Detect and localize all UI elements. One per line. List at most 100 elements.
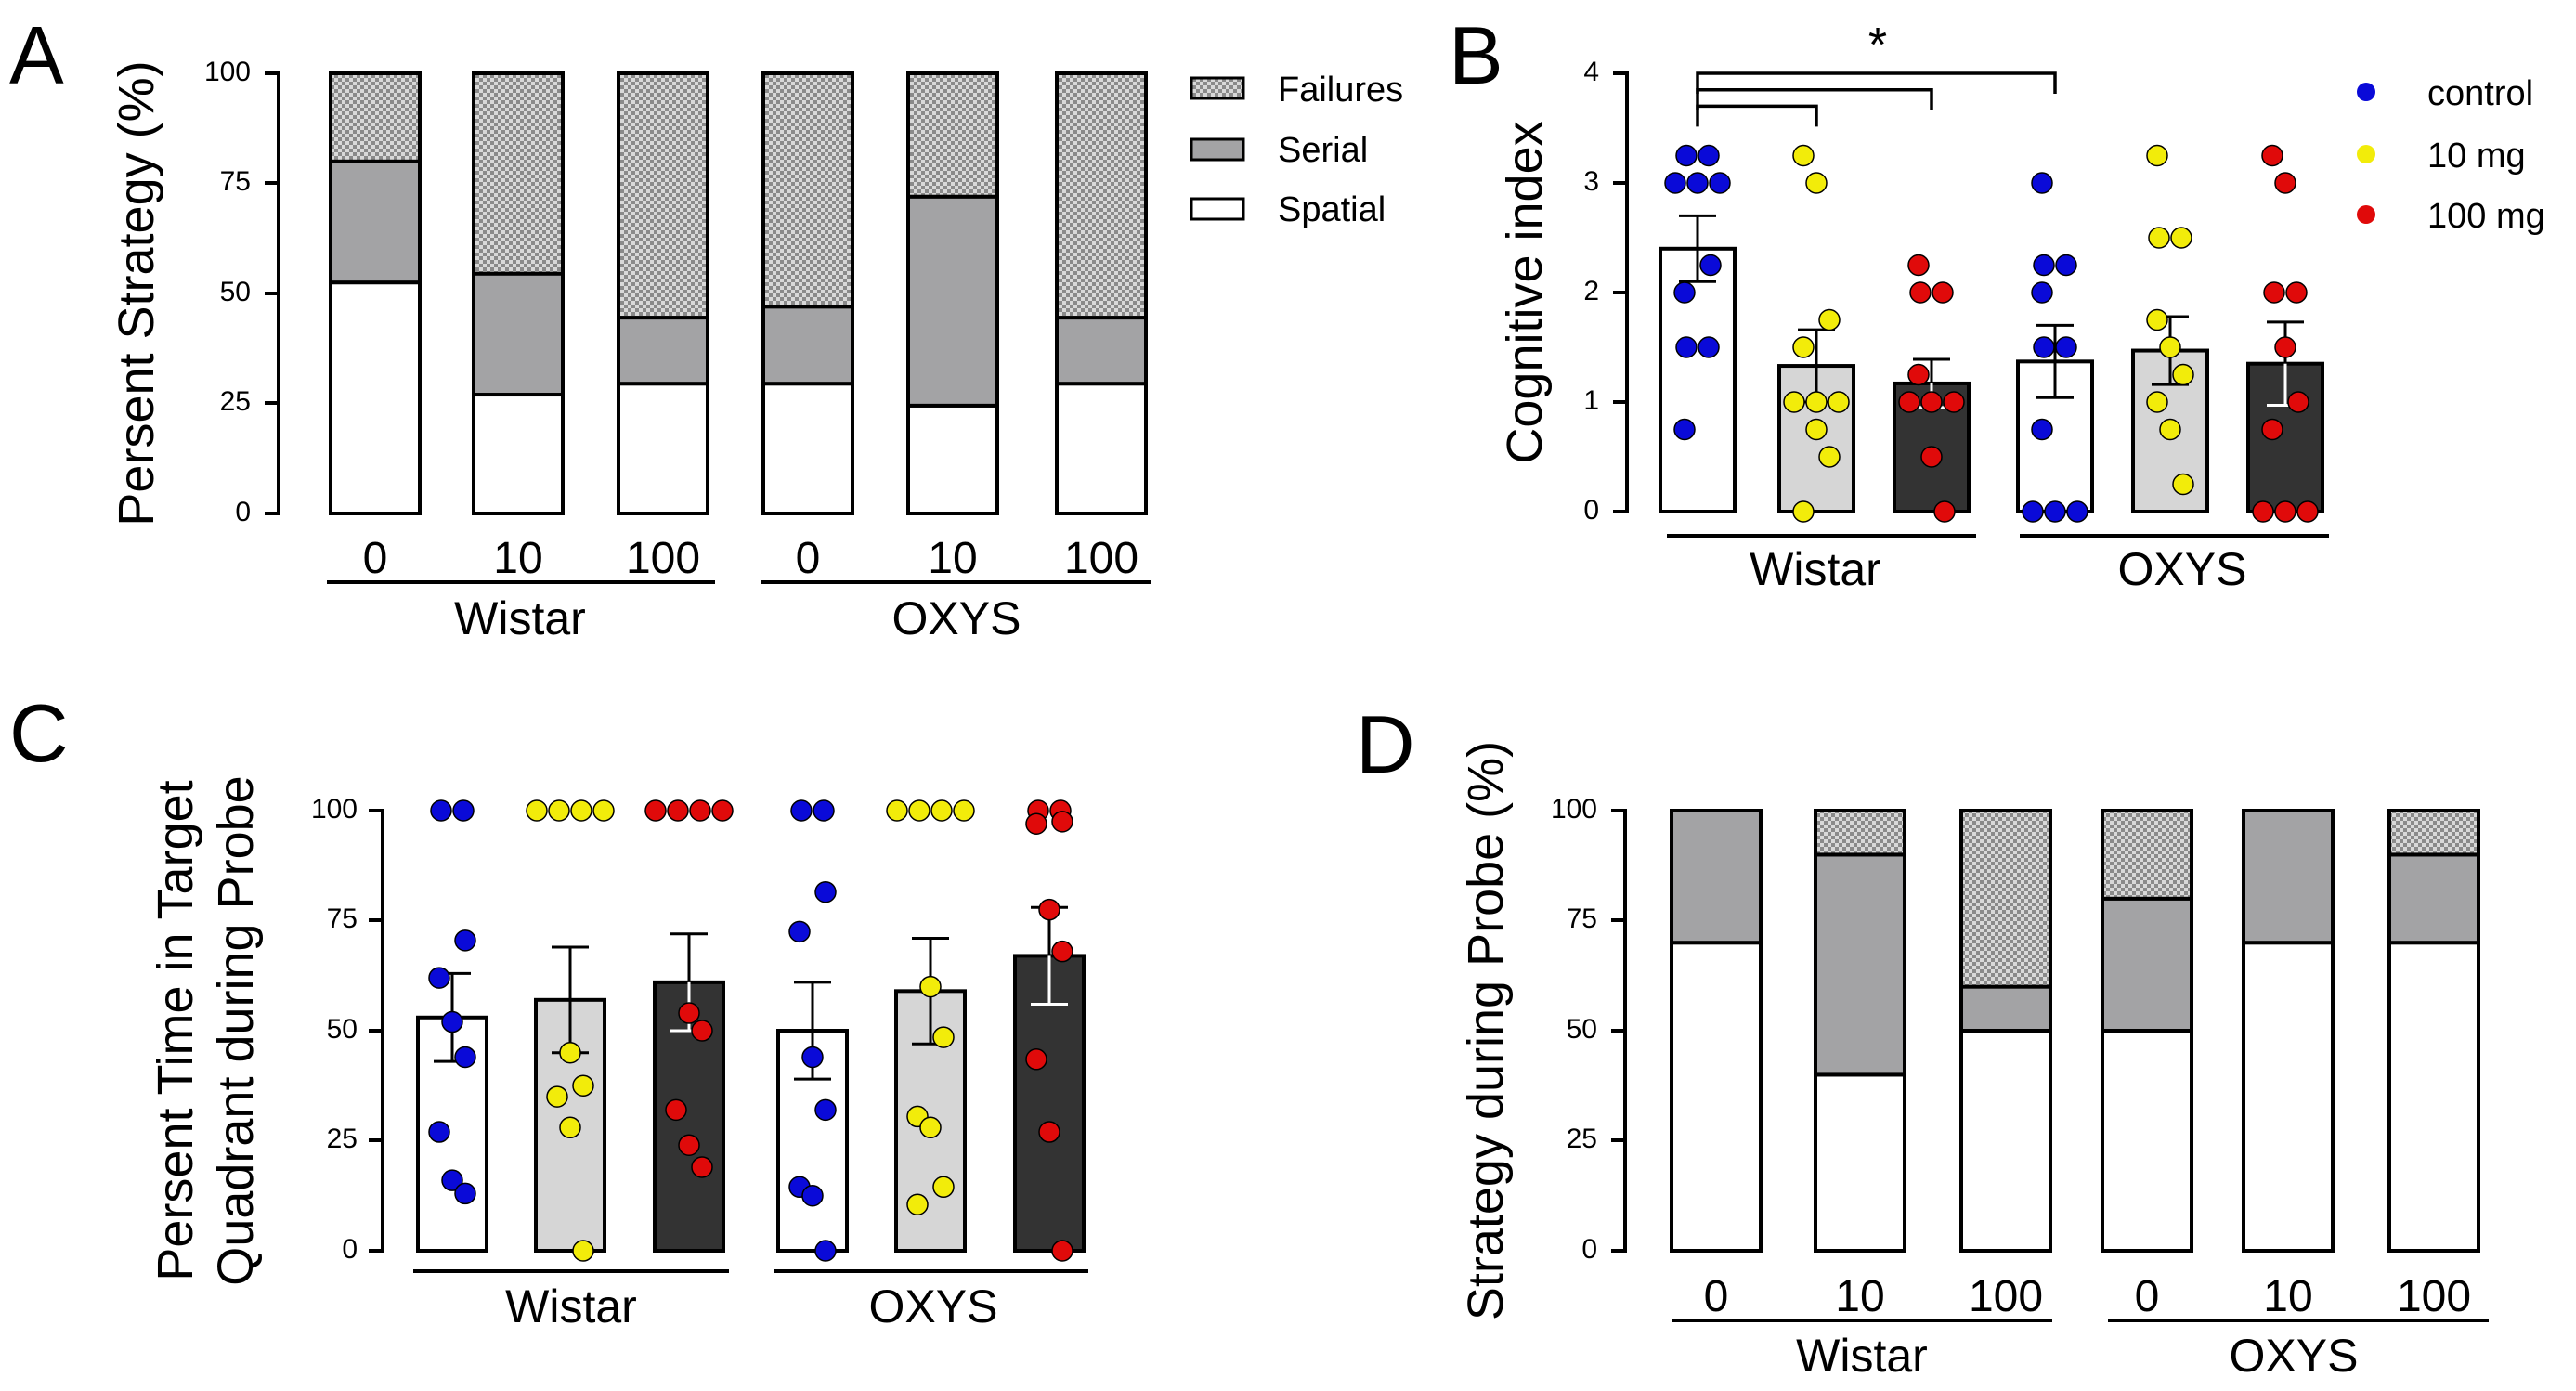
data-point <box>908 800 930 822</box>
data-point <box>572 1240 594 1262</box>
panel-a-ylabel-25: 25 <box>220 386 251 417</box>
data-point <box>526 800 548 822</box>
panel-d-bars <box>1670 809 2480 1254</box>
data-point <box>2261 418 2283 441</box>
data-point <box>2146 144 2168 167</box>
panel-d-xtick-0: 0 <box>1704 1272 1729 1321</box>
legend-label-100mg: 100 mg <box>2427 197 2545 236</box>
data-point <box>1051 811 1073 833</box>
panel-d-xtick-3: 0 <box>2135 1272 2160 1321</box>
significance-bracket <box>1696 87 1933 110</box>
data-point <box>2261 144 2283 167</box>
data-point <box>1699 254 1722 277</box>
bar-segment-spatial <box>2242 941 2335 1253</box>
bar-segment-serial <box>2101 896 2193 1033</box>
panel-d-y-tick-labels: 0 25 50 75 100 <box>1551 794 1597 1265</box>
panel-d-group-oxys: OXYS <box>2230 1330 2359 1382</box>
data-point <box>953 800 975 822</box>
bar-segment-serial <box>617 316 709 386</box>
panel-letter-c: C <box>9 687 69 779</box>
panel-b-y-tick-labels: 0 1 2 3 4 <box>1583 57 1599 526</box>
bar-segment-serial <box>906 194 999 408</box>
data-point <box>1025 812 1047 835</box>
panel-letter-a: A <box>9 9 64 101</box>
data-point <box>1664 172 1686 194</box>
data-point <box>1673 418 1696 441</box>
data-point <box>814 1098 837 1122</box>
data-point <box>570 800 592 822</box>
panel-d-xtick-1: 10 <box>1835 1272 1884 1321</box>
panel-b-ytick-4: 4 <box>1583 57 1599 87</box>
data-point <box>2148 227 2170 249</box>
data-point <box>2022 500 2044 523</box>
bar-segment-failures <box>329 72 422 163</box>
bar-segment-serial <box>1670 809 1763 945</box>
data-point <box>548 800 570 822</box>
data-point <box>1025 1048 1047 1071</box>
data-point <box>454 1182 476 1205</box>
data-point <box>2274 172 2296 194</box>
panel-a-y-axis <box>265 72 280 515</box>
data-point <box>1051 1240 1073 1262</box>
bar-segment-spatial <box>1814 1072 1906 1254</box>
legend-label-serial: Serial <box>1278 131 1368 170</box>
legend-label-spatial: Spatial <box>1278 190 1386 229</box>
panel-a-bars <box>329 72 1148 516</box>
data-point <box>441 1169 463 1191</box>
panel-a-group-wistar: Wistar <box>454 592 586 644</box>
data-point <box>1818 446 1841 468</box>
data-point <box>2044 500 2066 523</box>
panel-a-xtick-2: 100 <box>626 534 700 583</box>
panel-letter-d: D <box>1356 698 1415 790</box>
panel-b-ytick-2: 2 <box>1583 276 1599 306</box>
bar-segment-serial <box>1959 984 2052 1033</box>
bar-segment-serial <box>2242 809 2335 945</box>
bar-segment-serial <box>472 271 565 397</box>
panel-d-ytick-3: 75 <box>1567 904 1597 934</box>
panel-b-bars <box>1659 144 2324 523</box>
data-point <box>454 930 476 952</box>
panel-c: C 0 25 50 75 100 Wistar OXYS Persent Tim… <box>9 687 1088 1332</box>
data-point <box>1783 391 1805 413</box>
bar-segment-spatial <box>617 382 709 516</box>
data-point <box>2159 336 2181 358</box>
data-point <box>454 1046 476 1069</box>
bar-segment-failures <box>2101 809 2193 901</box>
bar-segment-serial <box>1814 852 1906 1077</box>
data-point <box>2066 500 2088 523</box>
data-point <box>678 1002 700 1024</box>
data-point <box>1805 418 1828 441</box>
legend-label-10mg: 10 mg <box>2427 136 2526 176</box>
panel-c-y-axis-title-line1: Persent Time in Target <box>148 780 203 1280</box>
panel-d-ytick-2: 50 <box>1567 1014 1597 1045</box>
data-point <box>1038 1121 1060 1143</box>
data-point <box>1698 336 1720 358</box>
legend-label-control: control <box>2427 74 2533 113</box>
bar-segment-failures <box>617 72 709 320</box>
panel-b-ytick-0: 0 <box>1583 495 1599 526</box>
data-point <box>1907 254 1930 277</box>
significance-bracket <box>1696 104 1818 127</box>
data-point <box>1920 446 1943 468</box>
data-point <box>1805 172 1828 194</box>
data-point <box>559 1116 581 1139</box>
data-point <box>813 800 835 822</box>
panel-d-x-tick-labels: 0 10 100 0 10 100 <box>1704 1272 2471 1321</box>
legend-swatch-serial <box>1190 137 1245 162</box>
data-point <box>2263 281 2285 304</box>
data-point <box>2031 418 2053 441</box>
data-point <box>2159 418 2181 441</box>
data-point <box>452 800 475 822</box>
panel-d: D 0 25 50 75 100 0 10 100 0 10 100 Wista… <box>1356 698 2489 1382</box>
data-point <box>572 1074 594 1097</box>
data-point <box>886 800 908 822</box>
data-point <box>801 1185 824 1207</box>
data-point <box>711 800 734 822</box>
data-point <box>932 1176 955 1199</box>
bar-segment-serial <box>2387 852 2480 945</box>
panel-a-x-tick-labels: 0 10 100 0 10 100 <box>363 534 1138 583</box>
panel-a-xtick-1: 10 <box>493 534 542 583</box>
data-point <box>2274 500 2296 523</box>
panel-b-significance <box>1696 72 2057 127</box>
panel-a-xtick-0: 0 <box>363 534 388 583</box>
